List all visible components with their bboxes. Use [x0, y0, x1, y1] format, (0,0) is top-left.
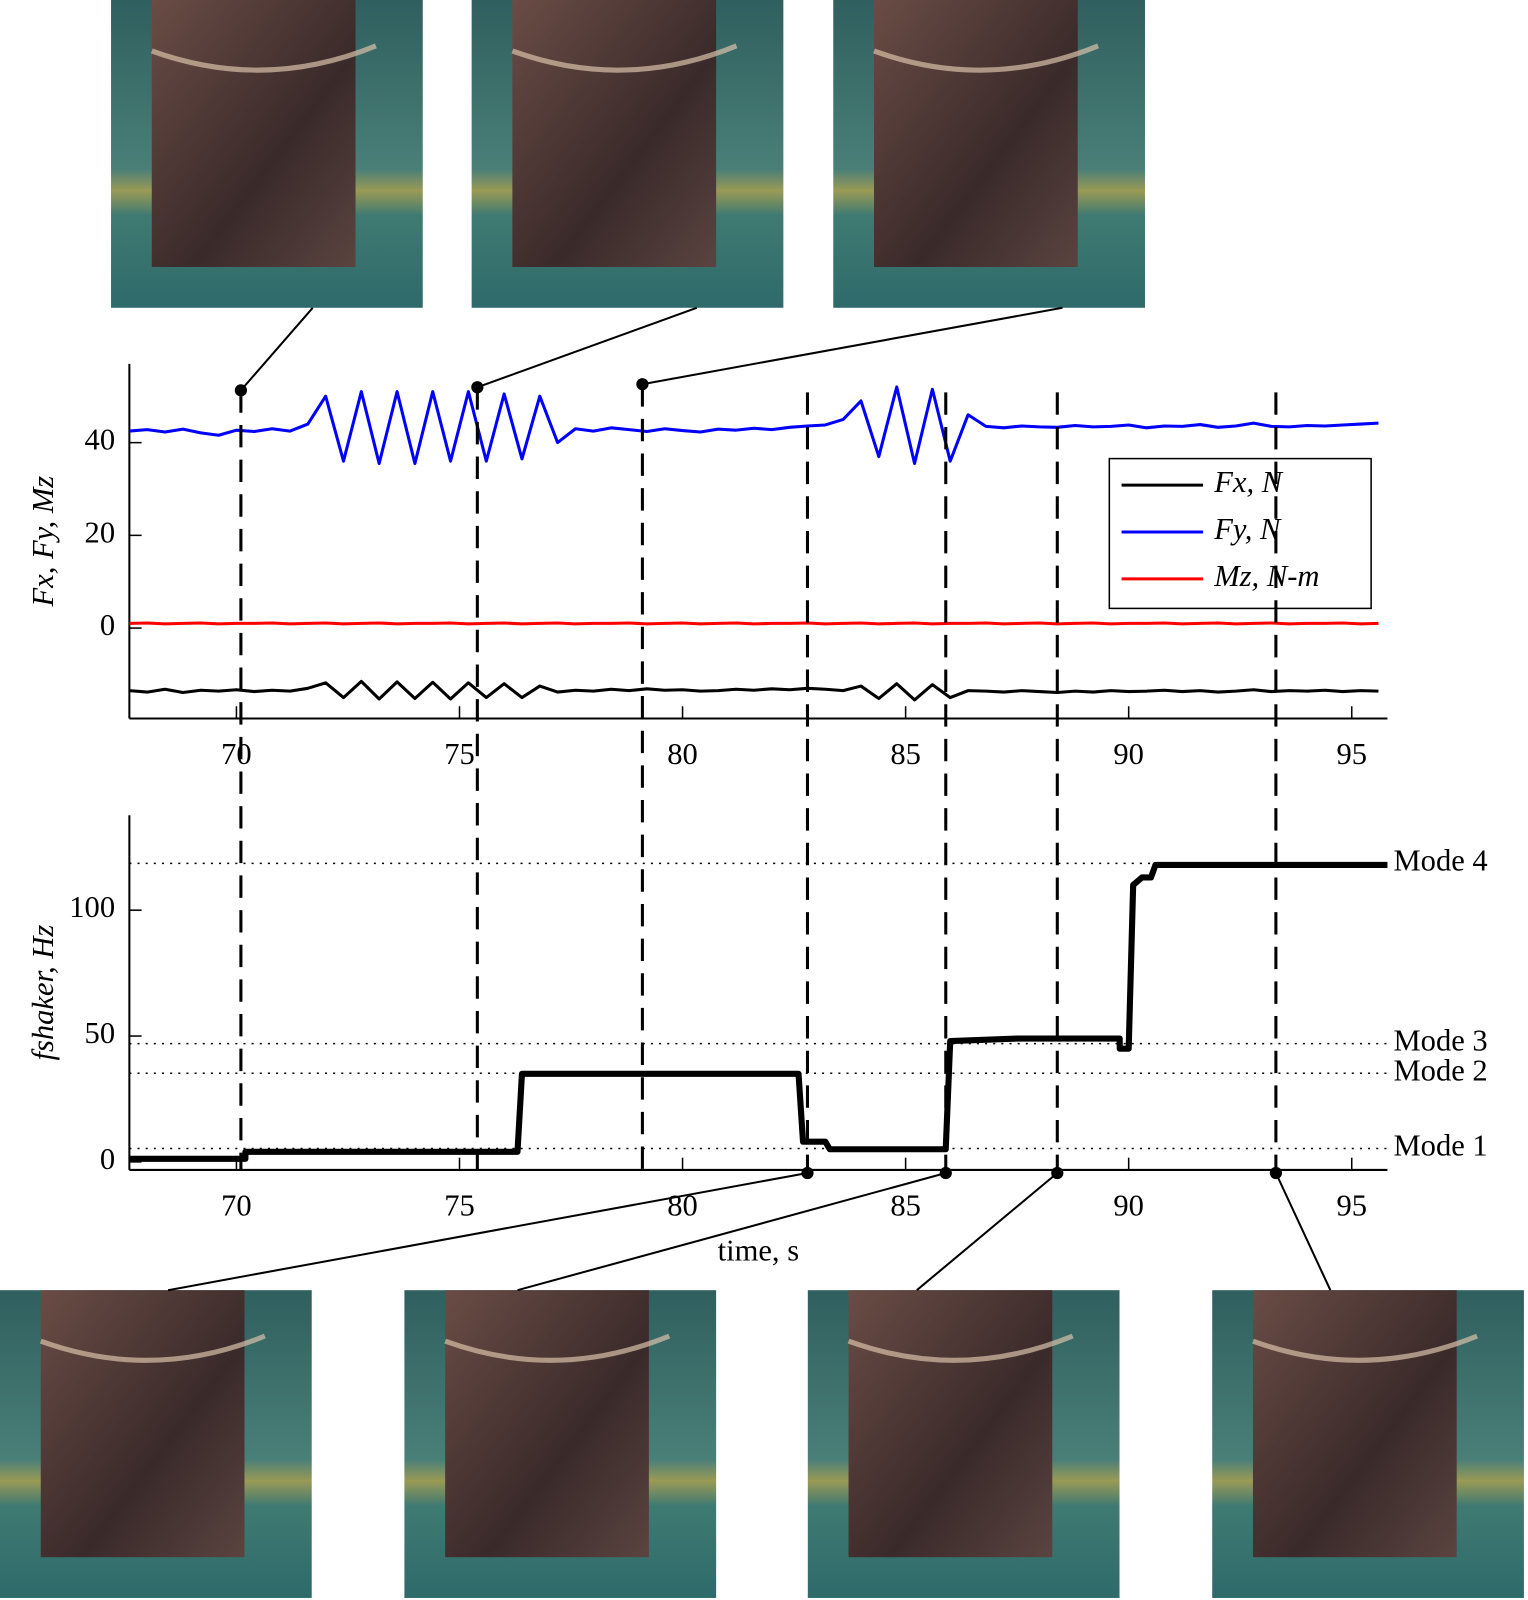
- legend-label: Fy, N: [1213, 512, 1282, 546]
- x-tick-label: 85: [890, 737, 921, 771]
- photo: [0, 1290, 312, 1598]
- x-axis-label: time, s: [718, 1234, 799, 1268]
- x-tick-label: 75: [444, 1189, 475, 1223]
- x-tick-label: 90: [1113, 1189, 1144, 1223]
- y-tick-label: 0: [100, 1142, 115, 1176]
- data-line: [129, 621, 1379, 626]
- event-dot: [636, 378, 649, 391]
- photo: [111, 0, 423, 308]
- connector: [916, 1172, 1058, 1291]
- connector: [240, 307, 314, 391]
- y-tick-label: 20: [85, 515, 116, 549]
- connector: [517, 1172, 947, 1292]
- event-dot: [234, 384, 248, 397]
- event-dot: [471, 381, 484, 394]
- connector: [642, 306, 1063, 386]
- connector: [476, 306, 698, 389]
- mode-label: Mode 1: [1394, 1129, 1488, 1163]
- x-tick-label: 90: [1113, 737, 1144, 771]
- x-tick-label: 95: [1336, 1189, 1367, 1223]
- event-dot: [1269, 1166, 1283, 1180]
- data-line: [129, 385, 1379, 466]
- x-tick-label: 70: [221, 1189, 252, 1223]
- photo: [404, 1290, 716, 1598]
- x-tick-label: 85: [890, 1189, 921, 1223]
- event-dot: [939, 1166, 952, 1180]
- photo: [833, 0, 1145, 308]
- data-line: [129, 679, 1379, 702]
- y-tick-label: 0: [100, 608, 115, 642]
- event-dot: [801, 1166, 814, 1180]
- y-tick-label: 100: [69, 890, 115, 924]
- mode-label: Mode 4: [1394, 843, 1488, 877]
- connector: [1274, 1172, 1332, 1291]
- legend-label: Fx, N: [1213, 465, 1283, 499]
- photo: [472, 0, 784, 308]
- y-tick-label: 50: [85, 1016, 116, 1050]
- data-line: [129, 861, 1388, 1162]
- photo: [1212, 1290, 1524, 1598]
- photo: [808, 1290, 1120, 1598]
- mode-label: Mode 2: [1394, 1053, 1488, 1087]
- y-tick-label: 40: [85, 423, 116, 457]
- x-tick-label: 80: [667, 737, 698, 771]
- x-tick-label: 95: [1336, 737, 1367, 771]
- x-tick-label: 75: [444, 737, 475, 771]
- legend-label: Mz, N-m: [1213, 559, 1319, 593]
- y-axis-label: Fx, Fy, Mz: [26, 476, 60, 608]
- y-axis-label: fshaker, Hz: [26, 925, 60, 1061]
- x-tick-label: 70: [221, 737, 252, 771]
- event-dot: [1051, 1166, 1064, 1180]
- connector: [167, 1171, 808, 1292]
- mode-label: Mode 3: [1394, 1024, 1488, 1058]
